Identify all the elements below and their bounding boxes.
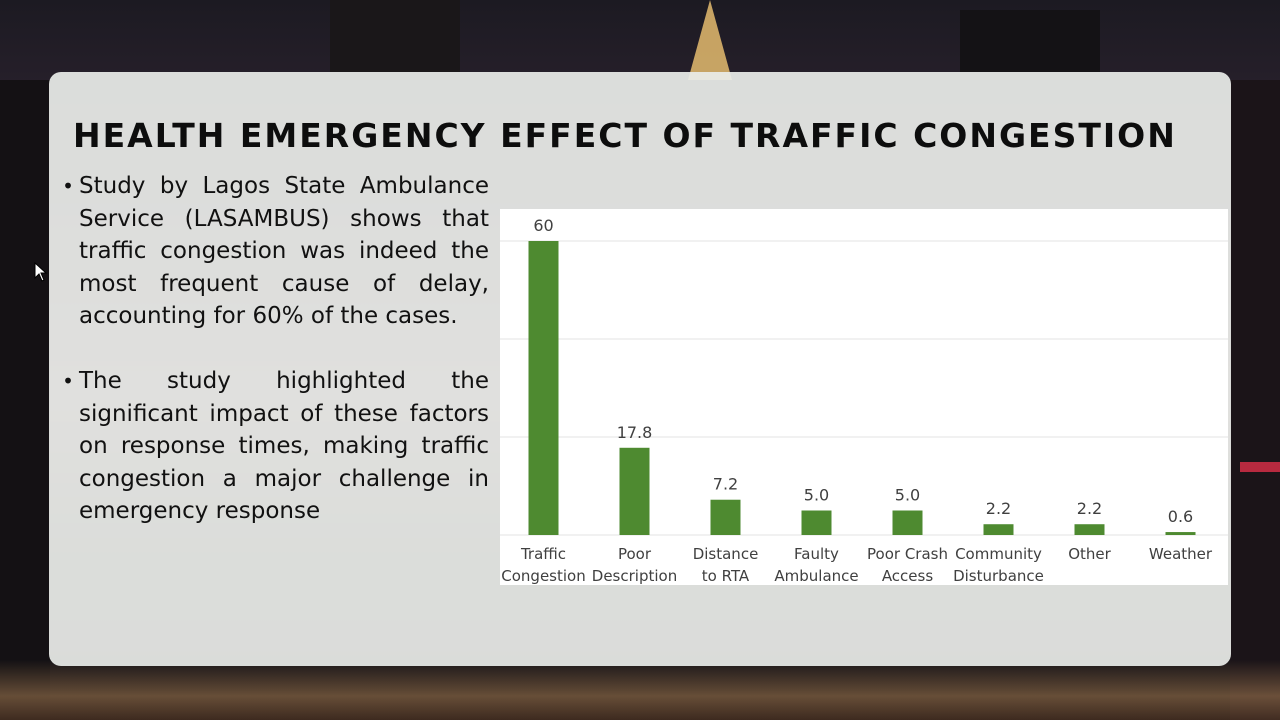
data-label: 5.0 xyxy=(804,486,829,505)
building-silhouette xyxy=(0,80,50,720)
data-label: 60 xyxy=(533,216,553,235)
data-label: 17.8 xyxy=(617,423,653,442)
data-label: 0.6 xyxy=(1168,507,1193,526)
data-label: 7.2 xyxy=(713,475,738,494)
bar xyxy=(619,447,650,535)
bullet-item: • Study by Lagos State Ambulance Service… xyxy=(57,170,489,333)
category-tick-label: Weather xyxy=(1149,545,1213,563)
bullet-dot-icon: • xyxy=(62,174,74,198)
category-tick-label: Disturbance xyxy=(953,567,1044,585)
bullet-list: • Study by Lagos State Ambulance Service… xyxy=(57,170,489,560)
category-tick-label: Ambulance xyxy=(774,567,858,585)
bar xyxy=(892,510,923,535)
category-tick-label: Community xyxy=(955,545,1042,563)
category-tick-label: Distance xyxy=(693,545,759,563)
bar-chart-svg: 60 Traffic Congestion 17.8 Poor Description 7.… xyxy=(500,216,1228,585)
data-label: 2.2 xyxy=(986,499,1011,518)
bar xyxy=(983,524,1014,535)
bar xyxy=(710,499,741,535)
category-tick-label: Description xyxy=(592,567,677,585)
bar-chart: 60 Traffic Congestion 17.8 Poor Description 7.… xyxy=(500,209,1228,585)
bar xyxy=(528,241,559,535)
category-tick-label: Traffic xyxy=(520,545,566,563)
tower-spire xyxy=(688,0,732,80)
bullet-text: Study by Lagos State Ambulance Service (… xyxy=(79,173,489,330)
bar xyxy=(1074,524,1105,535)
bullet-item: • The study highlighted the significant … xyxy=(57,365,489,528)
city-lights xyxy=(0,660,1280,720)
building-silhouette xyxy=(1230,80,1280,720)
data-label: 5.0 xyxy=(895,486,920,505)
slide-panel: HEALTH EMERGENCY EFFECT OF TRAFFIC CONGE… xyxy=(49,72,1231,666)
bullet-dot-icon: • xyxy=(62,368,74,393)
bar xyxy=(1165,532,1196,535)
slide-title: HEALTH EMERGENCY EFFECT OF TRAFFIC CONGE… xyxy=(73,116,1177,155)
building-silhouette xyxy=(960,10,1100,80)
city-light xyxy=(1240,462,1280,472)
category-tick-label: Other xyxy=(1068,545,1111,563)
bullet-text: The study highlighted the significant im… xyxy=(79,367,489,525)
category-tick-label: Faulty xyxy=(794,545,839,563)
category-tick-label: Congestion xyxy=(501,567,585,585)
data-label: 2.2 xyxy=(1077,499,1102,518)
category-tick-label: Access xyxy=(882,567,934,585)
building-silhouette xyxy=(330,0,460,80)
category-tick-label: Poor xyxy=(618,545,652,563)
category-tick-label: to RTA xyxy=(702,567,750,585)
category-tick-label: Poor Crash xyxy=(867,545,948,563)
bar xyxy=(801,510,832,535)
